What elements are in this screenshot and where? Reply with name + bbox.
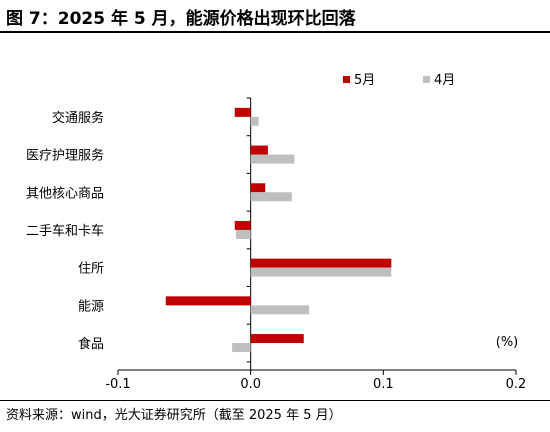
- bar-may: [250, 183, 266, 193]
- figure-title: 图 7：2025 年 5 月，能源价格出现环比回落: [6, 9, 356, 29]
- legend-label-april: 4月: [434, 73, 455, 88]
- category-label: 食品: [78, 336, 104, 352]
- x-tick-label: -0.1: [105, 377, 130, 392]
- bar-april: [250, 116, 259, 126]
- bar-may: [250, 334, 304, 344]
- category-label: 交通服务: [52, 110, 104, 126]
- bar-april: [250, 267, 392, 277]
- bar-april: [236, 229, 251, 239]
- bottom-rule: [0, 400, 550, 401]
- legend-swatch-may: [343, 76, 350, 83]
- bar-april: [250, 154, 295, 164]
- bar-april: [250, 305, 310, 315]
- bar-may: [250, 145, 268, 155]
- bar-may: [250, 258, 392, 268]
- legend-swatch-april: [423, 76, 430, 83]
- bar-may: [165, 296, 251, 306]
- source-note: 资料来源：wind，光大证券研究所（截至 2025 年 5 月）: [6, 408, 342, 423]
- x-tick-label: 0.0: [240, 377, 261, 392]
- category-label: 住所: [78, 262, 104, 277]
- x-tick-label: 0.2: [506, 377, 527, 392]
- unit-label: (%): [496, 335, 519, 350]
- category-label: 医疗护理服务: [26, 148, 104, 164]
- category-label: 二手车和卡车: [26, 223, 104, 239]
- category-label: 其他核心商品: [26, 186, 104, 201]
- top-rule: [0, 31, 550, 33]
- bar-may: [234, 107, 251, 117]
- x-tick-label: 0.1: [373, 377, 394, 392]
- bar-may: [234, 220, 251, 230]
- legend-label-may: 5月: [354, 73, 375, 88]
- category-label: 能源: [78, 299, 104, 314]
- bar-april: [250, 192, 292, 202]
- bar-april: [232, 343, 251, 353]
